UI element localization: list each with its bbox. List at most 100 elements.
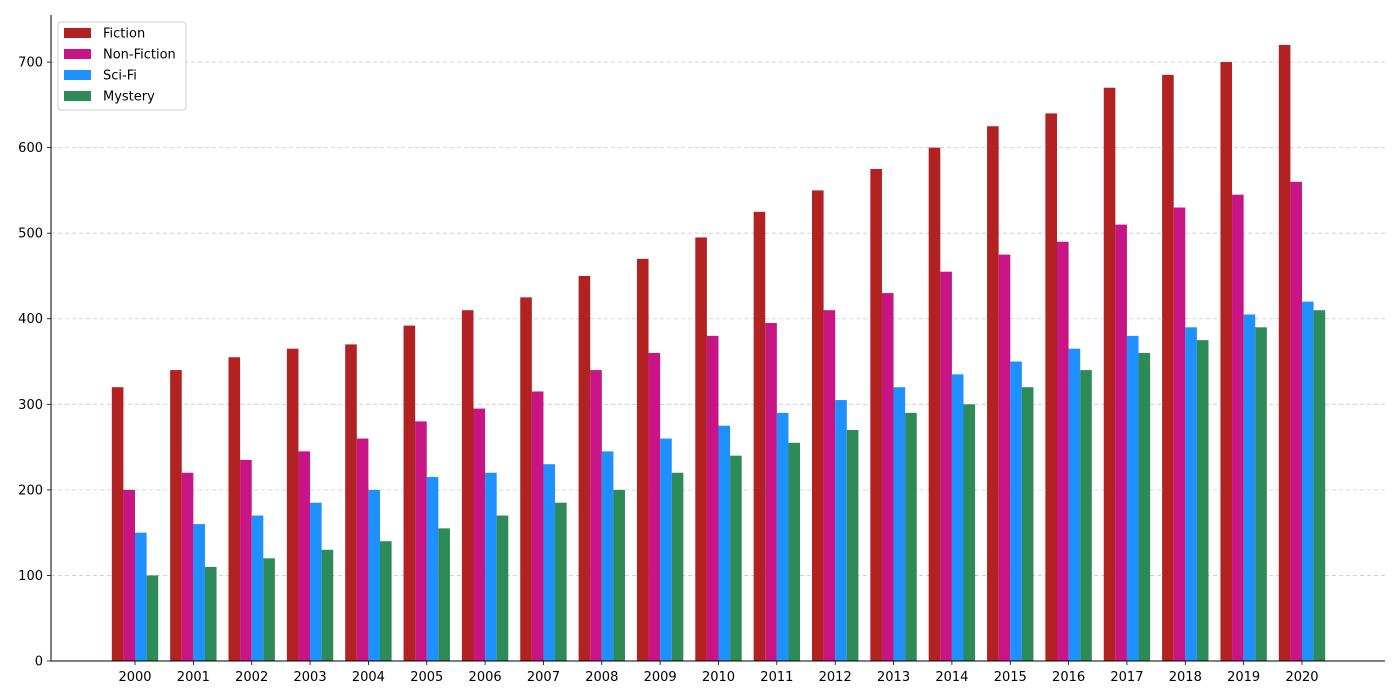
bar-non-fiction-2014 xyxy=(940,271,952,661)
bar-sci-fi-2004 xyxy=(368,489,380,661)
bar-fiction-2012 xyxy=(812,190,824,661)
y-tick-label: 700 xyxy=(18,56,43,71)
y-tick-label: 300 xyxy=(18,398,43,413)
bar-fiction-2006 xyxy=(461,310,474,661)
bar-non-fiction-2001 xyxy=(181,472,194,661)
bar-mystery-2012 xyxy=(846,429,859,661)
x-tick-label: 2009 xyxy=(644,670,677,685)
bar-sci-fi-2011 xyxy=(776,412,789,661)
bar-non-fiction-2017 xyxy=(1115,224,1127,661)
x-tick-label: 2017 xyxy=(1110,670,1143,685)
bar-sci-fi-2001 xyxy=(193,524,205,661)
legend-swatch-non-fiction xyxy=(64,49,91,59)
x-tick-label: 2010 xyxy=(702,670,735,685)
legend-label: Sci-Fi xyxy=(103,69,137,84)
x-tick-label: 2018 xyxy=(1169,670,1202,685)
x-tick-label: 2001 xyxy=(177,670,210,685)
bar-fiction-2020 xyxy=(1278,44,1291,661)
bar-mystery-2001 xyxy=(204,566,217,661)
x-tick-label: 2000 xyxy=(118,670,151,685)
bar-sci-fi-2000 xyxy=(135,532,147,661)
y-tick-label: 100 xyxy=(18,569,43,584)
x-tick-label: 2008 xyxy=(585,670,618,685)
bar-mystery-2004 xyxy=(380,541,392,661)
bar-mystery-2006 xyxy=(496,515,509,661)
bar-mystery-2014 xyxy=(963,404,976,661)
bar-fiction-2004 xyxy=(345,344,357,661)
bar-sci-fi-2015 xyxy=(1010,361,1022,661)
x-tick-label: 2003 xyxy=(294,670,327,685)
bar-fiction-2013 xyxy=(870,169,882,661)
bar-non-fiction-2016 xyxy=(1057,241,1069,662)
bar-mystery-2018 xyxy=(1196,340,1209,661)
legend-swatch-sci-fi xyxy=(64,70,91,80)
bar-mystery-2007 xyxy=(555,502,567,661)
bar-sci-fi-2012 xyxy=(835,400,847,661)
bar-fiction-2007 xyxy=(520,297,532,661)
bar-mystery-2008 xyxy=(613,489,625,661)
bar-fiction-2015 xyxy=(987,126,999,661)
bar-sci-fi-2009 xyxy=(660,438,672,661)
bar-fiction-2000 xyxy=(111,387,124,661)
bar-sci-fi-2019 xyxy=(1243,314,1256,661)
legend-swatch-mystery xyxy=(64,91,91,101)
bar-fiction-2002 xyxy=(228,357,241,661)
bar-non-fiction-2019 xyxy=(1232,194,1244,661)
bar-mystery-2009 xyxy=(671,472,684,661)
bar-mystery-2020 xyxy=(1313,310,1326,661)
bar-non-fiction-2020 xyxy=(1290,181,1302,661)
bar-sci-fi-2013 xyxy=(893,387,906,661)
y-tick-label: 0 xyxy=(35,655,43,670)
bar-fiction-2003 xyxy=(286,348,299,661)
bar-mystery-2015 xyxy=(1021,387,1034,661)
bar-mystery-2017 xyxy=(1138,352,1151,661)
bar-non-fiction-2012 xyxy=(823,310,836,661)
bar-sci-fi-2020 xyxy=(1302,301,1314,661)
bar-mystery-2011 xyxy=(788,442,801,661)
bar-sci-fi-2002 xyxy=(251,515,264,661)
bar-mystery-2010 xyxy=(730,455,742,661)
bar-non-fiction-2010 xyxy=(706,335,719,661)
bar-fiction-2008 xyxy=(578,275,591,661)
bar-sci-fi-2005 xyxy=(426,477,439,661)
y-tick-label: 200 xyxy=(18,483,43,498)
bar-non-fiction-2000 xyxy=(123,489,135,661)
x-tick-label: 2006 xyxy=(469,670,502,685)
bar-mystery-2002 xyxy=(263,558,275,661)
bar-non-fiction-2013 xyxy=(881,293,894,661)
bars xyxy=(111,44,1326,662)
legend-box xyxy=(57,21,187,111)
bar-fiction-2001 xyxy=(170,370,182,661)
bar-non-fiction-2007 xyxy=(531,391,544,661)
bar-mystery-2005 xyxy=(438,528,450,661)
bar-sci-fi-2017 xyxy=(1126,335,1139,661)
x-tick-label: 2011 xyxy=(760,670,793,685)
bar-mystery-2016 xyxy=(1080,370,1092,661)
legend-swatch-fiction xyxy=(64,28,91,38)
bar-fiction-2017 xyxy=(1103,87,1116,662)
bar-fiction-2019 xyxy=(1220,62,1233,662)
y-tick-label: 400 xyxy=(18,312,43,327)
legend: Fiction Non-Fiction Sci-Fi Mystery xyxy=(57,21,187,111)
legend-label: Fiction xyxy=(103,27,145,42)
x-tick-label: 2013 xyxy=(877,670,910,685)
bar-non-fiction-2009 xyxy=(648,352,661,661)
bar-fiction-2010 xyxy=(695,237,707,662)
bar-non-fiction-2003 xyxy=(298,451,311,661)
bar-fiction-2014 xyxy=(928,147,941,662)
bar-sci-fi-2018 xyxy=(1185,327,1197,661)
legend-label: Mystery xyxy=(103,90,155,105)
x-tick-label: 2007 xyxy=(527,670,560,685)
bar-sci-fi-2003 xyxy=(310,502,322,661)
bar-non-fiction-2011 xyxy=(765,323,777,661)
x-tick-label: 2012 xyxy=(819,670,852,685)
x-tick-label: 2015 xyxy=(994,670,1027,685)
x-tick-label: 2020 xyxy=(1285,670,1318,685)
bar-non-fiction-2004 xyxy=(356,438,369,661)
bar-mystery-2003 xyxy=(321,549,334,661)
bar-sci-fi-2007 xyxy=(543,464,556,661)
bar-non-fiction-2015 xyxy=(998,254,1011,661)
x-tick-label: 2014 xyxy=(935,670,968,685)
bar-non-fiction-2008 xyxy=(590,370,602,661)
